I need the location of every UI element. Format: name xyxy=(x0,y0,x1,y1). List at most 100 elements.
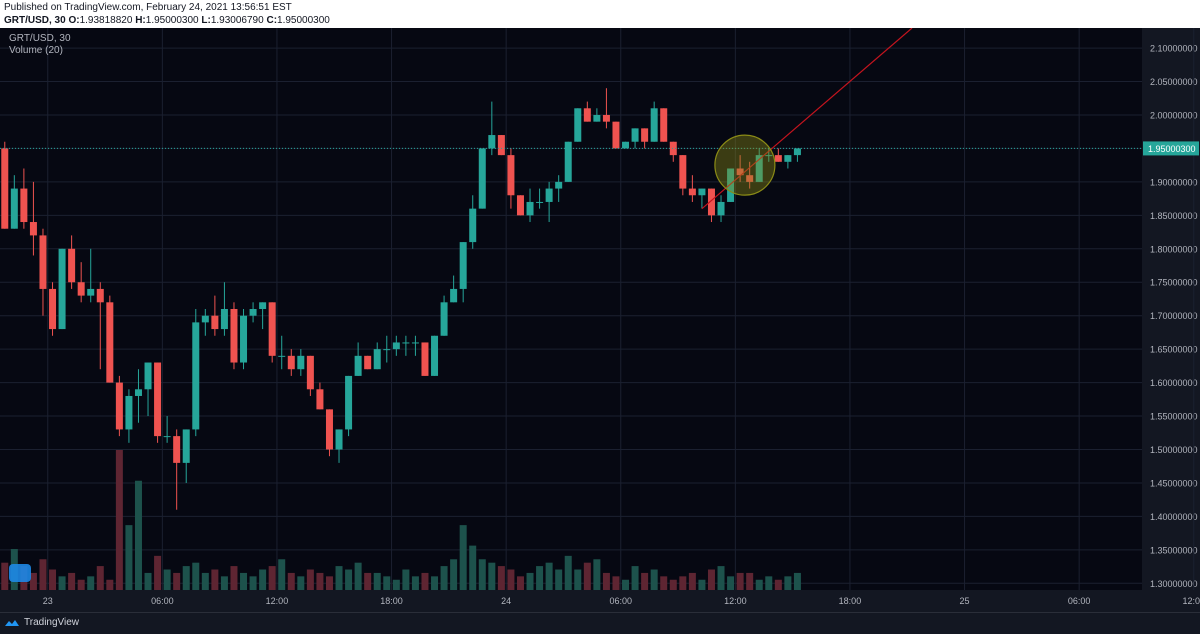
volume-bar xyxy=(345,569,353,590)
candle xyxy=(306,355,314,390)
price-chart[interactable]: 1.30000000 1.35000000 1.40000000 1.45000000… xyxy=(0,28,1200,612)
volume-bar xyxy=(373,572,381,590)
candle xyxy=(688,188,696,196)
x-tick-label: 06:00 xyxy=(1068,596,1091,606)
close-label: C: xyxy=(266,15,278,26)
volume-bar xyxy=(555,569,563,590)
highlight-ellipse[interactable] xyxy=(714,134,776,196)
volume-bar xyxy=(612,576,620,590)
candle xyxy=(583,108,591,122)
candle xyxy=(516,195,524,216)
volume-bar xyxy=(507,569,515,590)
plot-area[interactable] xyxy=(0,28,1142,590)
volume-bar xyxy=(77,579,85,590)
candle xyxy=(192,322,200,430)
candle xyxy=(373,349,381,370)
volume-bar xyxy=(96,566,104,590)
candle xyxy=(87,288,95,296)
candle xyxy=(660,108,668,142)
candle xyxy=(784,155,792,162)
published-text: Published on TradingView.com, February 2… xyxy=(4,2,292,13)
y-tick-label: 2.05000000 xyxy=(1150,77,1198,87)
legend-volume[interactable]: Volume (20) xyxy=(9,45,63,56)
volume-bar xyxy=(182,566,190,590)
volume-bar xyxy=(727,576,735,590)
volume-bar xyxy=(354,562,362,590)
x-tick-label: 23 xyxy=(43,596,53,606)
trend-line[interactable] xyxy=(701,28,913,210)
volume-bar xyxy=(173,572,181,590)
candle xyxy=(593,114,601,122)
y-tick-label: 1.75000000 xyxy=(1150,278,1198,288)
volume-bar xyxy=(58,576,66,590)
volume-bar xyxy=(755,579,763,590)
volume-bar xyxy=(115,450,123,590)
x-tick-label: 25 xyxy=(960,596,970,606)
candle xyxy=(29,222,37,236)
candle xyxy=(526,201,534,216)
volume-bar xyxy=(660,576,668,590)
candle xyxy=(106,302,114,383)
candle xyxy=(259,302,267,309)
candle xyxy=(354,355,362,376)
high-value: 1.95000300 xyxy=(145,15,199,26)
time-axis[interactable] xyxy=(0,590,1200,612)
candle xyxy=(765,155,773,157)
x-tick-label: 12:00 xyxy=(1182,596,1200,606)
candle xyxy=(545,188,553,202)
volume-bar xyxy=(450,559,458,590)
volume-bar xyxy=(516,576,524,590)
candle xyxy=(220,309,228,330)
y-tick-label: 2.10000000 xyxy=(1150,44,1198,54)
y-tick-label: 2.00000000 xyxy=(1150,110,1198,120)
candle xyxy=(602,114,610,122)
volume-bar xyxy=(411,576,419,590)
y-tick-label: 1.45000000 xyxy=(1150,478,1198,488)
candle xyxy=(240,315,248,363)
candle xyxy=(182,429,190,463)
volume-bar xyxy=(125,525,133,590)
candle xyxy=(20,188,28,223)
volume-bar xyxy=(679,576,687,590)
y-tick-label: 1.85000000 xyxy=(1150,211,1198,221)
volume-bar xyxy=(622,579,630,590)
volume-bar xyxy=(545,562,553,590)
volume-bar xyxy=(469,545,477,590)
candle xyxy=(96,288,104,303)
volume-bar xyxy=(736,572,744,590)
candle xyxy=(612,121,620,149)
legend-symbol[interactable]: GRT/USD, 30 xyxy=(9,33,71,44)
volume-bar xyxy=(154,555,162,590)
candle xyxy=(68,248,76,283)
volume-bar xyxy=(134,480,142,590)
volume-bar xyxy=(488,562,496,590)
candle xyxy=(421,342,429,376)
candle xyxy=(555,181,563,189)
candle xyxy=(345,375,353,430)
candle xyxy=(488,135,496,149)
symbol-text: GRT/USD, 30 xyxy=(4,15,66,26)
x-tick-label: 24 xyxy=(501,596,511,606)
price-axis[interactable] xyxy=(1142,28,1200,590)
x-tick-label: 18:00 xyxy=(380,596,403,606)
candle xyxy=(10,188,18,229)
volume-bar xyxy=(774,579,782,590)
volume-bar xyxy=(793,572,801,590)
volume-bar xyxy=(201,572,209,590)
candle xyxy=(478,148,486,209)
candle xyxy=(650,108,658,142)
volume-bar xyxy=(192,562,200,590)
x-tick-label: 12:00 xyxy=(724,596,747,606)
candle xyxy=(211,315,219,330)
volume-bar xyxy=(211,569,219,590)
volume-bar xyxy=(268,566,276,590)
volume-bar xyxy=(144,572,152,590)
candle xyxy=(39,235,47,289)
candle xyxy=(77,282,85,296)
volume-bar xyxy=(440,566,448,590)
close-value: 1.95000300 xyxy=(277,15,330,26)
volume-bar xyxy=(220,576,228,590)
y-tick-label: 1.40000000 xyxy=(1150,512,1198,522)
volume-bar xyxy=(707,569,715,590)
candle xyxy=(707,188,715,216)
